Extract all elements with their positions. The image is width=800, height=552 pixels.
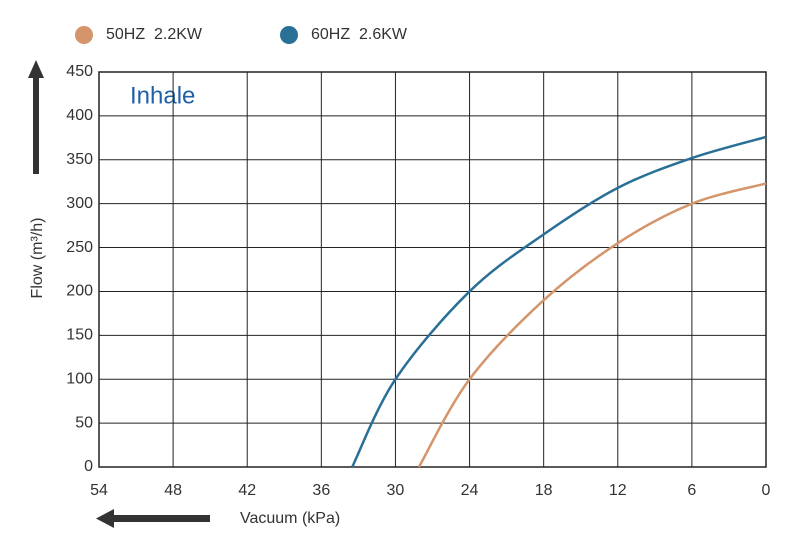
x-tick-label: 48 (164, 482, 182, 499)
y-axis-label: Flow (m³/h) (29, 218, 46, 299)
plot-frame (98, 71, 767, 468)
x-tick-label: 18 (535, 482, 553, 499)
x-tick-label: 6 (687, 482, 696, 499)
x-tick-label: 36 (312, 482, 330, 499)
x-axis-label: Vacuum (kPa) (240, 510, 340, 527)
y-tick-label: 400 (66, 107, 93, 124)
x-tick-label: 0 (762, 482, 771, 499)
x-tick-label: 24 (461, 482, 479, 499)
legend-label: 50HZ 2.2KW (106, 26, 203, 43)
y-tick-label: 100 (66, 370, 93, 387)
legend-marker (75, 26, 93, 44)
x-tick-label: 42 (238, 482, 256, 499)
annotation: Inhale (130, 82, 195, 109)
y-tick-label: 50 (75, 414, 93, 431)
x-tick-label: 12 (609, 482, 627, 499)
y-tick-label: 300 (66, 195, 93, 212)
x-arrow (96, 509, 210, 528)
y-tick-label: 150 (66, 327, 93, 344)
y-tick-label: 200 (66, 283, 93, 300)
y-tick-label: 350 (66, 151, 93, 168)
series-line (351, 135, 767, 468)
x-tick-label: 30 (387, 482, 405, 499)
y-arrow (28, 60, 44, 174)
y-tick-label: 450 (66, 63, 93, 80)
legend-marker (280, 26, 298, 44)
series-line (417, 182, 767, 468)
legend-label: 60HZ 2.6KW (311, 26, 408, 43)
y-tick-label: 250 (66, 239, 93, 256)
x-tick-label: 54 (90, 482, 108, 499)
y-tick-label: 0 (84, 458, 93, 475)
